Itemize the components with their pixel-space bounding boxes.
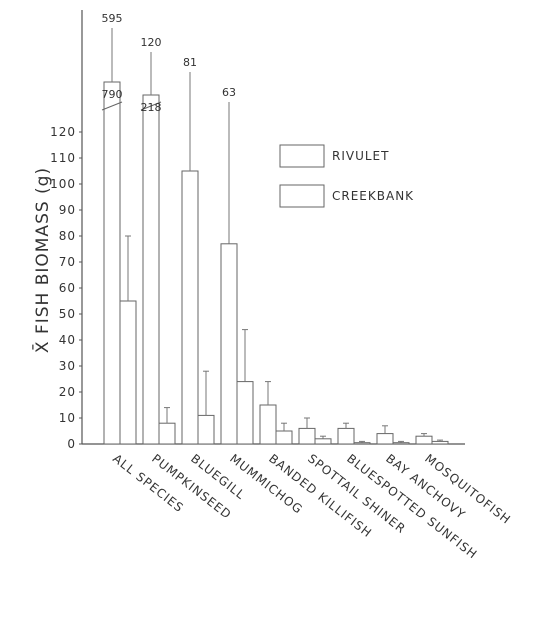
bar [158, 422, 176, 445]
y-tick-label: 110 [50, 151, 76, 165]
y-tick-label: 90 [59, 203, 76, 217]
bar [236, 381, 254, 445]
y-tick-label: 80 [59, 229, 76, 243]
value-label: 218 [141, 101, 162, 114]
bar [119, 300, 137, 445]
bar [376, 433, 394, 445]
bar [142, 94, 160, 445]
legend-swatch [279, 184, 325, 208]
bar [415, 435, 433, 445]
bar [103, 81, 121, 445]
bar [353, 442, 371, 445]
x-tick-label: ALL SPECIES [110, 451, 186, 515]
y-tick-label: 70 [59, 255, 76, 269]
axis-break [101, 101, 123, 111]
y-tick-label: 60 [59, 281, 76, 295]
y-tick-label: 20 [59, 385, 76, 399]
y-tick-label: 0 [67, 437, 76, 451]
bar [392, 442, 410, 445]
y-tick-label: 120 [50, 125, 76, 139]
error-label: 81 [183, 56, 197, 69]
bar [314, 438, 332, 445]
legend-label: CREEKBANK [332, 189, 414, 203]
bar [337, 427, 355, 445]
axis-break [140, 101, 162, 111]
bar [431, 440, 449, 445]
y-tick-label: 50 [59, 307, 76, 321]
legend-swatch [279, 144, 325, 168]
y-axis-label: X̄ FISH BIOMASS (g) [31, 167, 53, 353]
error-label: 63 [222, 86, 236, 99]
error-label: 120 [141, 36, 162, 49]
y-tick-label: 30 [59, 359, 76, 373]
legend-label: RIVULET [332, 149, 389, 163]
bar [220, 243, 238, 445]
y-tick-label: 40 [59, 333, 76, 347]
error-label: 595 [102, 12, 123, 25]
bar [298, 427, 316, 445]
y-tick-label: 100 [50, 177, 76, 191]
value-label: 790 [102, 88, 123, 101]
bar [197, 414, 215, 445]
bar [259, 404, 277, 445]
y-tick-label: 10 [59, 411, 76, 425]
bar [181, 170, 199, 445]
bar [275, 430, 293, 445]
